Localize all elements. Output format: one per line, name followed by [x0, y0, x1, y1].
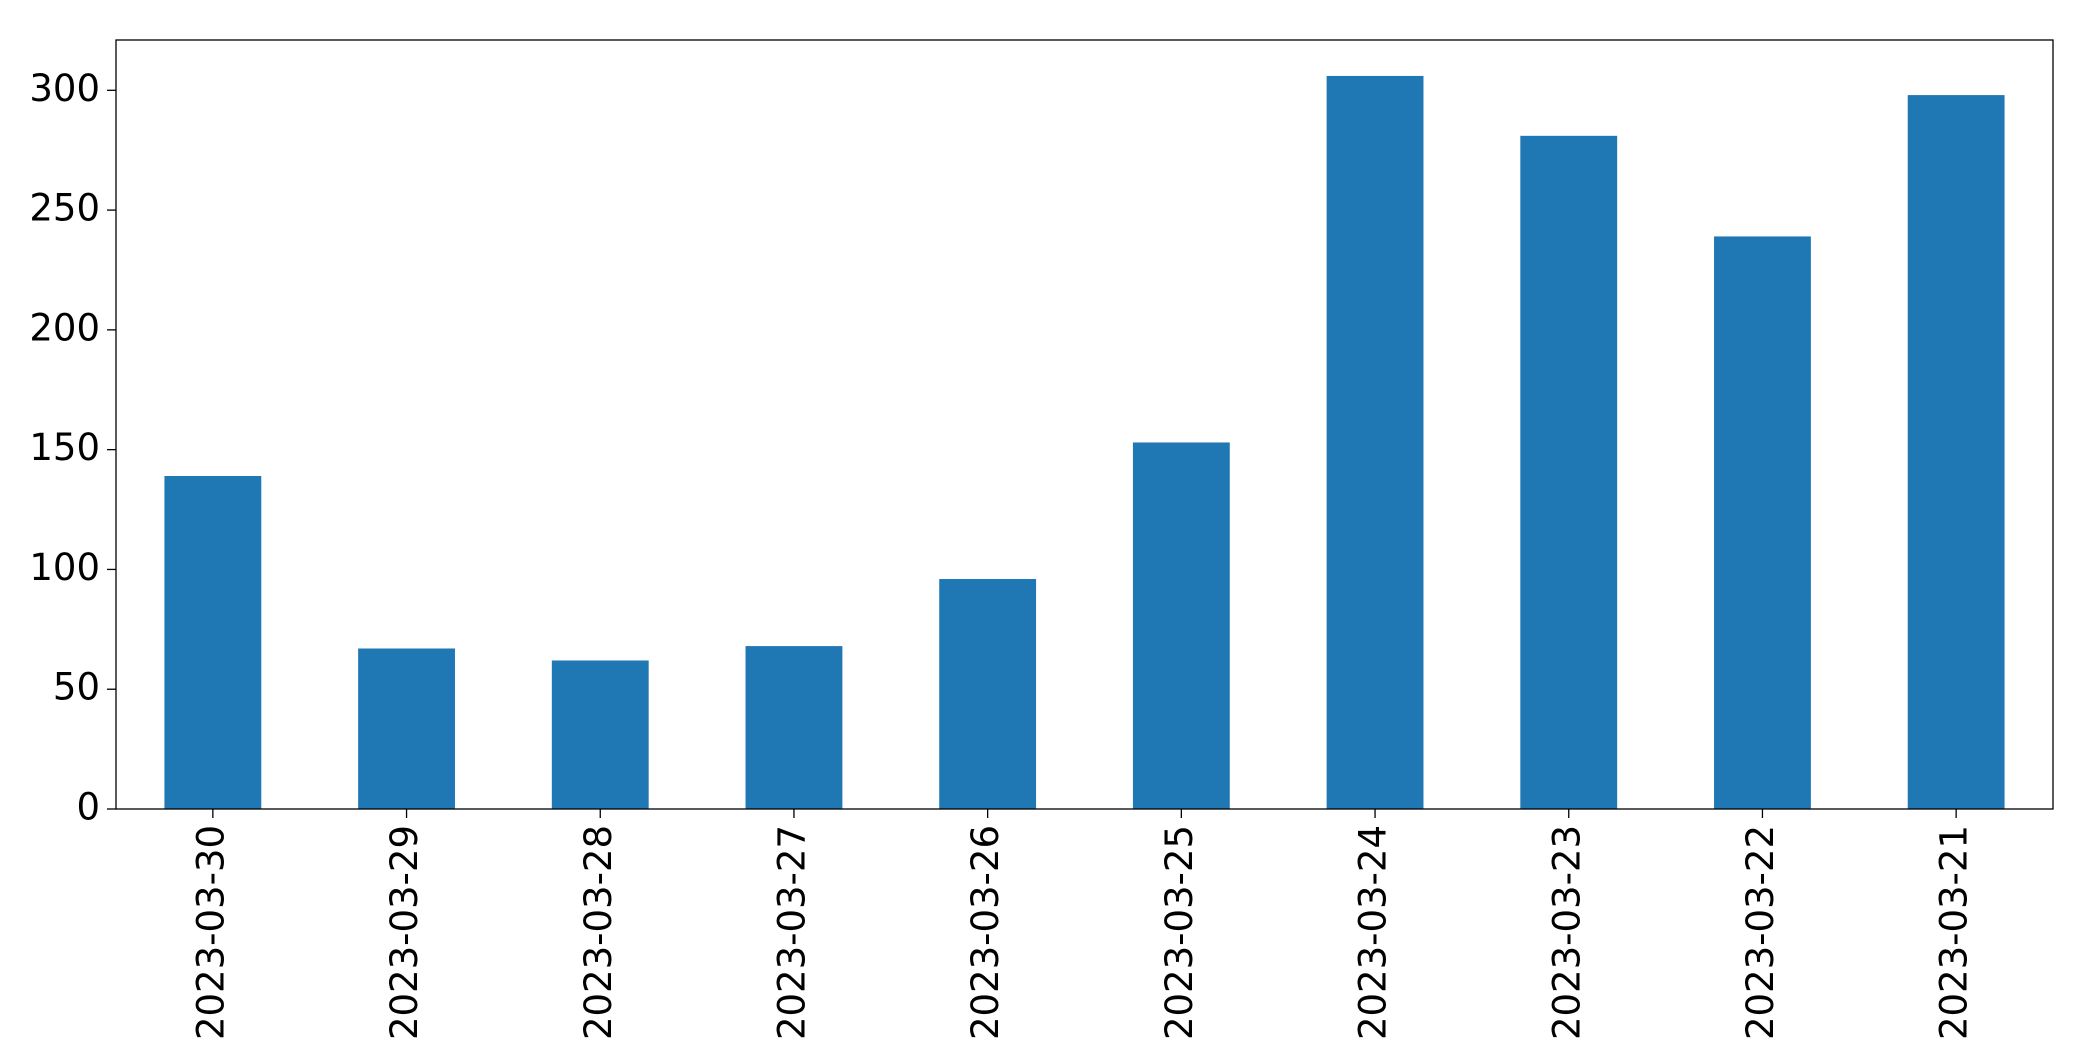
- x-tick-label: 2023-03-27: [770, 825, 813, 1040]
- y-tick-label: 250: [29, 187, 100, 230]
- bar: [551, 660, 649, 809]
- bar: [1907, 95, 2005, 810]
- bar: [1132, 442, 1230, 809]
- y-tick-label: 200: [29, 306, 100, 349]
- bar: [164, 476, 262, 809]
- bar: [1520, 135, 1618, 809]
- y-tick-label: 150: [29, 426, 100, 469]
- x-tick-label: 2023-03-25: [1158, 825, 1201, 1040]
- y-tick-label: 0: [76, 786, 100, 829]
- bar: [745, 646, 843, 809]
- bar: [939, 579, 1037, 809]
- x-tick-label: 2023-03-21: [1933, 825, 1976, 1040]
- plot-frame: [115, 39, 2054, 810]
- x-tick-label: 2023-03-29: [383, 825, 426, 1040]
- bar: [1714, 236, 1811, 809]
- y-tick-label: 300: [29, 67, 100, 110]
- y-tick-label: 100: [29, 546, 100, 589]
- bar: [1326, 75, 1424, 810]
- x-tick-label: 2023-03-26: [964, 825, 1007, 1040]
- x-tick-label: 2023-03-23: [1545, 825, 1588, 1040]
- x-tick-label: 2023-03-30: [189, 825, 232, 1040]
- x-tick-label: 2023-03-24: [1352, 825, 1395, 1040]
- y-tick-label: 50: [53, 666, 100, 709]
- x-tick-label: 2023-03-28: [577, 825, 620, 1040]
- bar: [358, 648, 455, 809]
- x-tick-label: 2023-03-22: [1739, 825, 1782, 1040]
